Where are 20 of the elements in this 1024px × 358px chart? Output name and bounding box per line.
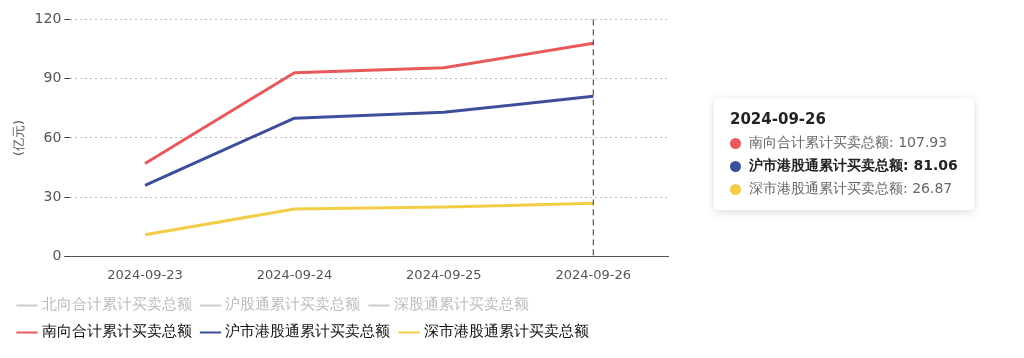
y-tick-label: 120 xyxy=(34,10,62,27)
text: 深市港股通累计买卖总额: 26.87 xyxy=(749,180,953,198)
text: 南向合计累计买卖总额: 107.93 xyxy=(749,134,948,152)
legend-label: 深市港股通累计买卖总额 xyxy=(423,322,589,341)
x-tick-label: 2024-09-24 xyxy=(256,266,333,282)
y-axis-title: (亿元) xyxy=(11,119,27,156)
y-tick-label: 60 xyxy=(43,128,62,145)
legend-label: 深股通累计买卖总额 xyxy=(393,295,529,314)
y-tick-label: 30 xyxy=(43,187,62,204)
legend-label: 沪市港股通累计买卖总额 xyxy=(225,322,390,341)
text: 2024-09-26 xyxy=(730,110,827,128)
legend-label: 南向合计累计买卖总额 xyxy=(41,322,192,341)
legend-label: 沪股通累计买卖总额 xyxy=(225,295,360,314)
x-tick-label: 2024-09-23 xyxy=(107,266,183,282)
legend-label: 北向合计累计买卖总额 xyxy=(41,295,192,314)
x-tick-label: 2024-09-25 xyxy=(406,266,482,282)
text: 沪市港股通累计买卖总额: 81.06 xyxy=(749,157,958,175)
x-tick-label: 2024-09-26 xyxy=(555,266,632,282)
y-tick-label: 90 xyxy=(43,69,62,86)
y-tick-label: 0 xyxy=(52,247,62,264)
